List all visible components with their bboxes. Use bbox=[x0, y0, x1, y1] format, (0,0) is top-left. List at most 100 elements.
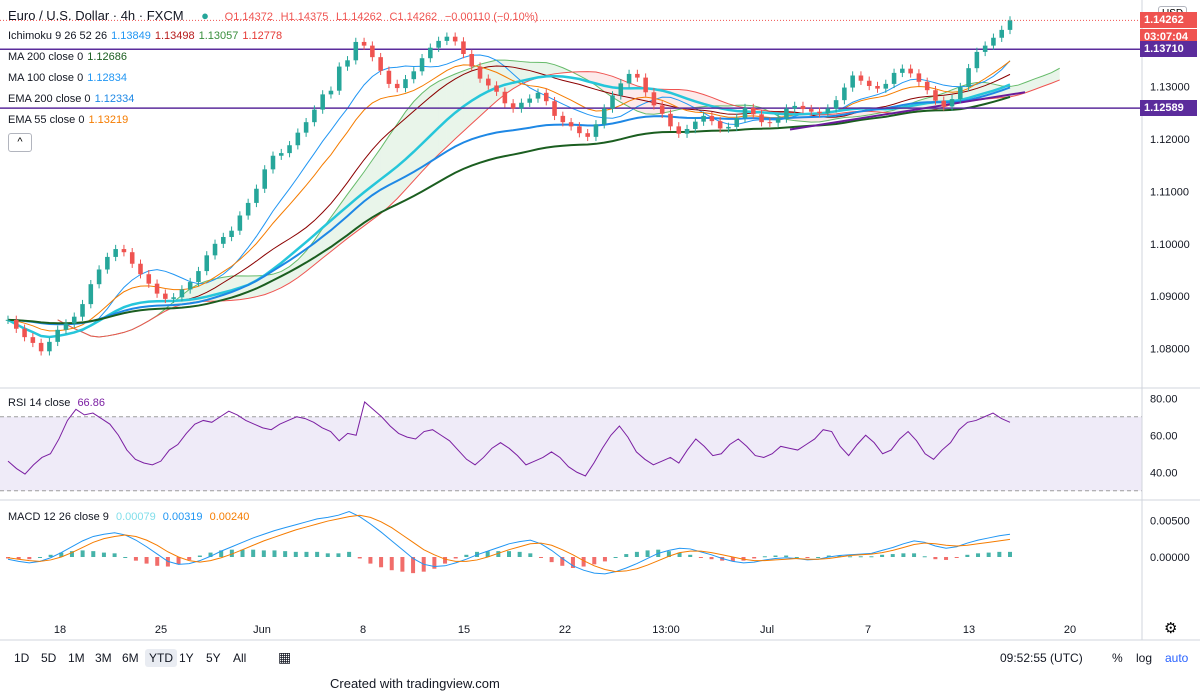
candle bbox=[419, 54, 425, 76]
candle bbox=[5, 315, 11, 325]
macd-histogram-bar bbox=[112, 553, 117, 557]
price-pane[interactable] bbox=[0, 16, 1142, 356]
candle-body bbox=[982, 45, 988, 52]
indicator-legend-row[interactable]: MA 200 close 0 1.12686 bbox=[8, 51, 131, 63]
timeframe-button-1d[interactable]: 1D bbox=[14, 651, 30, 665]
timeframe-button-all[interactable]: All bbox=[233, 651, 247, 665]
macd-histogram-bar bbox=[229, 549, 234, 557]
candle-body bbox=[187, 282, 193, 290]
timeframe-button-ytd[interactable]: YTD bbox=[145, 649, 177, 667]
candle-body bbox=[635, 73, 640, 78]
price-tick-label: 1.09000 bbox=[1150, 291, 1190, 303]
candle bbox=[817, 107, 822, 118]
candle bbox=[568, 117, 574, 131]
candle-body bbox=[38, 342, 44, 352]
time-tick-label: Jul bbox=[760, 624, 774, 636]
candle-body bbox=[138, 263, 143, 275]
candle bbox=[800, 101, 806, 114]
macd-histogram-bar bbox=[368, 557, 373, 564]
timeframe-button-5y[interactable]: 5Y bbox=[206, 651, 221, 665]
candle bbox=[345, 56, 350, 71]
settings-gear-icon[interactable]: ⚙ bbox=[1164, 620, 1178, 637]
time-tick-label: 7 bbox=[865, 624, 871, 636]
candle-body bbox=[908, 68, 913, 74]
macd-histogram-value: 0.00079 bbox=[115, 511, 156, 523]
macd-histogram-bar bbox=[272, 550, 277, 557]
candle-body bbox=[179, 289, 185, 298]
macd-histogram-bar bbox=[293, 551, 298, 557]
price-tick-label: 1.13000 bbox=[1150, 82, 1190, 94]
candle bbox=[833, 95, 839, 113]
candle-body bbox=[411, 71, 417, 80]
macd-pane[interactable] bbox=[6, 510, 1012, 575]
candle-body bbox=[105, 256, 110, 270]
time-tick-label: 18 bbox=[54, 624, 66, 636]
price-tick-label: 1.11000 bbox=[1150, 186, 1189, 198]
candle bbox=[610, 91, 615, 113]
candle-body bbox=[486, 78, 491, 86]
timeframe-button-6m[interactable]: 6M bbox=[122, 651, 139, 665]
log-toggle[interactable]: log bbox=[1136, 651, 1153, 665]
indicator-legend-row[interactable]: EMA 200 close 0 1.12334 bbox=[8, 93, 138, 105]
candle bbox=[212, 239, 218, 260]
candle bbox=[659, 101, 665, 118]
candle-body bbox=[734, 117, 740, 127]
macd-histogram-bar bbox=[464, 554, 469, 557]
candle-body bbox=[55, 329, 60, 342]
candle bbox=[55, 325, 60, 347]
macd-histogram-bar bbox=[48, 554, 53, 557]
candle-body bbox=[999, 29, 1004, 38]
candle-body bbox=[245, 202, 251, 216]
timeframe-button-5d[interactable]: 5D bbox=[41, 651, 57, 665]
candle-body bbox=[370, 45, 375, 58]
cloud-segment bbox=[422, 86, 431, 172]
candle bbox=[626, 69, 632, 88]
candle-body bbox=[254, 188, 259, 203]
collapse-legend-button[interactable]: ^ bbox=[8, 133, 32, 152]
macd-histogram-bar bbox=[400, 557, 405, 572]
cloud-segment bbox=[488, 60, 497, 109]
candle-body bbox=[262, 169, 267, 189]
cloud-segment bbox=[720, 100, 729, 106]
candle bbox=[601, 104, 607, 129]
candle-body bbox=[991, 37, 996, 46]
indicator-legend-row[interactable]: Ichimoku 9 26 52 26 1.13849 1.13498 1.13057… bbox=[8, 30, 286, 42]
indicator-label: MA 100 close 0 bbox=[8, 72, 84, 84]
candle-body bbox=[808, 109, 814, 112]
candle bbox=[900, 64, 905, 78]
macd-histogram-bar bbox=[315, 551, 320, 557]
macd-histogram-bar bbox=[976, 553, 981, 557]
candle-body bbox=[30, 337, 36, 343]
candle bbox=[618, 79, 624, 100]
cloud-segment bbox=[281, 266, 290, 288]
rsi-band-fill bbox=[0, 416, 1142, 491]
timeframe-button-3m[interactable]: 3M bbox=[95, 651, 112, 665]
indicator-legend-row[interactable]: MA 100 close 0 1.12834 bbox=[8, 72, 131, 84]
rsi-pane[interactable] bbox=[0, 401, 1142, 492]
indicator-legend-row[interactable]: EMA 55 close 0 1.13219 bbox=[8, 114, 132, 126]
candle-body bbox=[800, 105, 806, 110]
macd-histogram-bar bbox=[443, 557, 448, 564]
macd-histogram-bar bbox=[912, 553, 917, 557]
auto-toggle[interactable]: auto bbox=[1165, 651, 1189, 665]
macd-histogram-bar bbox=[485, 551, 490, 557]
candle bbox=[394, 79, 400, 93]
candle bbox=[336, 62, 342, 95]
macd-histogram-bar bbox=[645, 550, 650, 557]
timeframe-button-1y[interactable]: 1Y bbox=[179, 651, 194, 665]
macd-histogram-bar bbox=[496, 551, 501, 557]
candle bbox=[71, 312, 77, 328]
candle-body bbox=[494, 85, 499, 92]
candle-body bbox=[221, 236, 226, 244]
candle-body bbox=[618, 83, 624, 96]
time-tick-label: 13:00 bbox=[652, 624, 680, 636]
macd-histogram-bar bbox=[634, 551, 639, 557]
candle-body bbox=[163, 293, 168, 299]
cloud-segment bbox=[264, 274, 273, 295]
candle bbox=[353, 37, 359, 65]
calendar-range-icon[interactable]: ▦ bbox=[278, 649, 292, 665]
percent-toggle[interactable]: % bbox=[1112, 651, 1123, 665]
timeframe-button-1m[interactable]: 1M bbox=[68, 651, 85, 665]
macd-histogram-bar bbox=[805, 557, 810, 558]
